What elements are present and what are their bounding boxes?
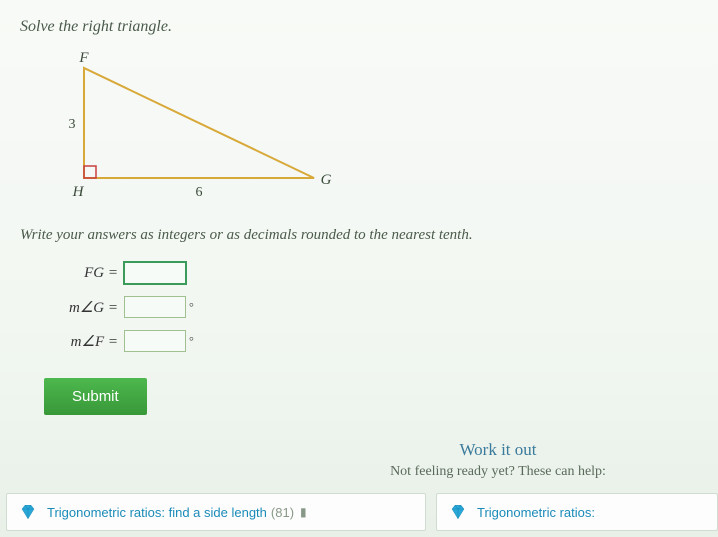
degree-unit-F: ° (189, 334, 194, 349)
answer-label-angle-F: m∠F = (54, 332, 118, 351)
answer-input-angle-F[interactable] (124, 330, 186, 352)
submit-button[interactable]: Submit (44, 378, 147, 415)
answer-row-angle-F: m∠F = ° (54, 326, 698, 356)
help-card-1[interactable]: Trigonometric ratios: find a side length… (6, 493, 426, 531)
help-card-2[interactable]: Trigonometric ratios: (436, 493, 718, 531)
answer-row-angle-G: m∠G = ° (54, 292, 698, 322)
triangle-figure: F H G 3 6 (54, 48, 698, 213)
answers-block: FG = m∠G = ° m∠F = ° (54, 258, 698, 356)
side-HG-label: 6 (196, 185, 203, 200)
answer-input-angle-G[interactable] (124, 296, 186, 318)
degree-unit-G: ° (189, 300, 194, 315)
diamond-icon (449, 503, 467, 521)
work-it-out-section: Work it out Not feeling ready yet? These… (338, 440, 658, 480)
help-card-1-text: Trigonometric ratios: find a side length (47, 505, 267, 520)
bookmark-icon: ▮ (300, 505, 307, 519)
answer-input-FG[interactable] (124, 262, 186, 284)
answer-label-FG: FG = (54, 265, 118, 282)
vertex-H-label: H (72, 184, 85, 200)
answer-label-angle-G: m∠G = (54, 298, 118, 317)
instruction-text: Write your answers as integers or as dec… (20, 227, 698, 244)
answer-row-FG: FG = (54, 258, 698, 288)
help-card-2-text: Trigonometric ratios: (477, 505, 595, 520)
vertex-F-label: F (78, 50, 89, 66)
help-bar: Trigonometric ratios: find a side length… (6, 493, 718, 531)
vertex-G-label: G (321, 172, 332, 188)
help-card-1-score: (81) (271, 505, 294, 520)
work-it-out-subtitle: Not feeling ready yet? These can help: (338, 464, 658, 480)
work-it-out-title: Work it out (338, 440, 658, 460)
diamond-icon (19, 503, 37, 521)
question-prompt: Solve the right triangle. (20, 18, 698, 36)
side-FH-label: 3 (69, 117, 76, 132)
